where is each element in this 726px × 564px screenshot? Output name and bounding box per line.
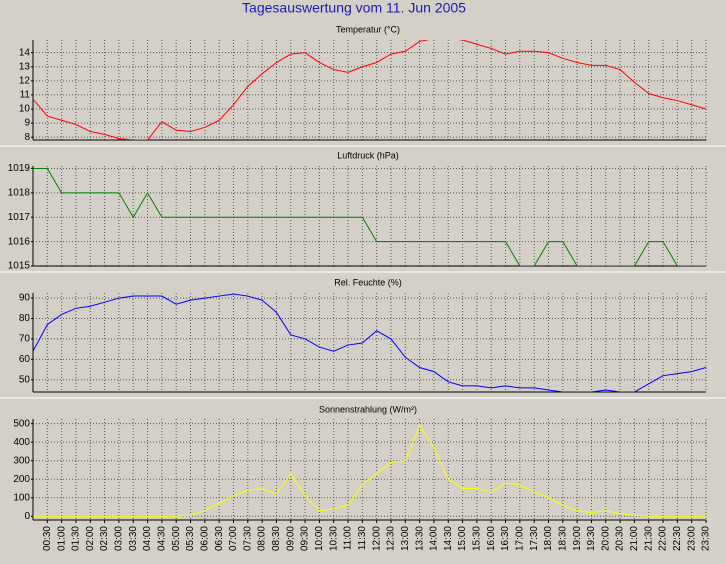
series-line	[33, 167, 706, 266]
x-tick-label: 03:00	[114, 526, 125, 551]
y-tick-label: 100	[13, 492, 30, 503]
x-tick-label: 08:30	[271, 526, 282, 551]
x-tick-label: 21:00	[629, 526, 640, 551]
x-tick-label: 02:30	[99, 526, 110, 551]
x-tick-label: 12:00	[371, 526, 382, 551]
x-tick-label: 07:30	[242, 526, 253, 551]
y-tick-label: 300	[13, 455, 30, 466]
page-title: Tagesauswertung vom 11. Jun 2005	[242, 0, 466, 16]
x-tick-label: 23:30	[701, 526, 712, 551]
y-tick-label: 0	[24, 511, 30, 522]
x-tick-label: 00:30	[42, 526, 53, 551]
x-tick-label: 03:30	[128, 526, 139, 551]
panel-title: Luftdruck (hPa)	[337, 150, 399, 160]
series-line	[33, 40, 706, 140]
x-tick-label: 23:00	[686, 526, 697, 551]
y-tick-label: 500	[13, 418, 30, 429]
panel-title: Rel. Feuchte (%)	[334, 277, 402, 287]
x-tick-label: 20:30	[615, 526, 626, 551]
y-tick-label: 14	[19, 47, 31, 58]
x-tick-label: 15:30	[472, 526, 483, 551]
y-tick-label: 1019	[8, 163, 31, 174]
y-tick-label: 200	[13, 474, 30, 485]
y-tick-label: 1015	[8, 261, 31, 272]
y-tick-label: 9	[24, 118, 30, 129]
x-tick-label: 17:00	[514, 526, 525, 551]
x-tick-label: 19:00	[572, 526, 583, 551]
y-tick-label: 70	[19, 334, 31, 345]
x-tick-label: 21:30	[643, 526, 654, 551]
x-tick-label: 16:00	[486, 526, 497, 551]
x-tick-label: 09:30	[300, 526, 311, 551]
series-line	[33, 293, 706, 392]
x-tick-label: 06:00	[199, 526, 210, 551]
x-tick-label: 18:30	[557, 526, 568, 551]
x-tick-label: 04:00	[142, 526, 153, 551]
y-tick-label: 60	[19, 354, 31, 365]
y-tick-label: 50	[19, 374, 31, 385]
x-tick-label: 22:30	[672, 526, 683, 551]
x-tick-label: 20:00	[600, 526, 611, 551]
x-tick-label: 11:30	[357, 526, 368, 551]
y-tick-label: 11	[20, 90, 31, 101]
x-tick-label: 13:30	[414, 526, 425, 551]
x-tick-label: 05:00	[171, 526, 182, 551]
panel-title: Sonnenstrahlung (W/m²)	[319, 404, 417, 414]
x-tick-label: 10:30	[328, 526, 339, 551]
x-tick-label: 14:30	[443, 526, 454, 551]
y-tick-label: 1018	[8, 187, 31, 198]
series-line	[33, 424, 706, 517]
y-tick-label: 8	[24, 132, 30, 143]
x-tick-label: 08:00	[257, 526, 268, 551]
y-tick-label: 1017	[8, 212, 31, 223]
x-tick-label: 04:30	[157, 526, 168, 551]
x-tick-label: 01:00	[56, 526, 67, 551]
x-tick-label: 16:30	[500, 526, 511, 551]
y-tick-label: 1016	[8, 236, 31, 247]
x-tick-label: 14:00	[429, 526, 440, 551]
y-tick-label: 10	[19, 104, 31, 115]
x-tick-label: 12:30	[386, 526, 397, 551]
x-tick-label: 17:30	[529, 526, 540, 551]
x-tick-label: 15:00	[457, 526, 468, 551]
x-tick-label: 09:00	[285, 526, 296, 551]
x-tick-label: 10:00	[314, 526, 325, 551]
x-tick-label: 01:30	[71, 526, 82, 551]
y-tick-label: 400	[13, 437, 30, 448]
x-tick-label: 13:00	[400, 526, 411, 551]
x-tick-label: 11:00	[343, 526, 354, 551]
panel-title: Temperatur (°C)	[336, 24, 400, 34]
x-tick-label: 05:30	[185, 526, 196, 551]
x-tick-label: 07:00	[228, 526, 239, 551]
x-tick-label: 02:00	[85, 526, 96, 551]
x-tick-label: 18:00	[543, 526, 554, 551]
y-tick-label: 13	[19, 61, 31, 72]
y-tick-label: 80	[19, 313, 31, 324]
x-tick-label: 19:30	[586, 526, 597, 551]
y-tick-label: 12	[19, 75, 31, 86]
x-tick-label: 22:00	[658, 526, 669, 551]
x-tick-label: 06:30	[214, 526, 225, 551]
y-tick-label: 90	[19, 293, 31, 304]
